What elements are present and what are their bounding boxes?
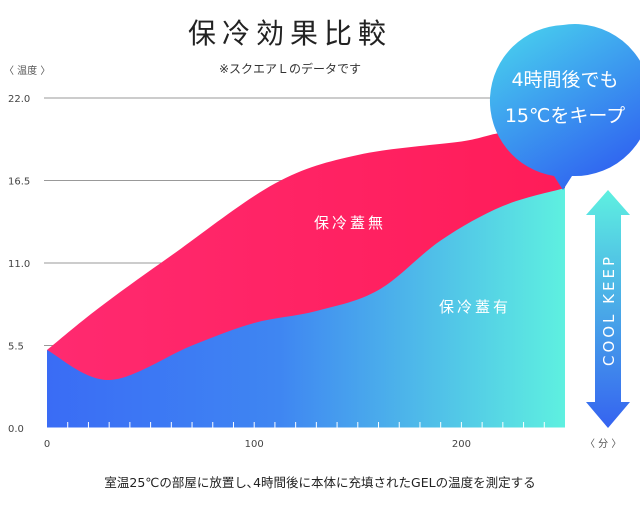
x-tick-label: 100: [245, 439, 264, 450]
y-axis-label: 〈 温度 〉: [4, 66, 51, 77]
chart-title: 保冷効果比較: [187, 17, 392, 50]
arrow-label: COOL KEEP: [600, 254, 618, 366]
y-tick-label: 11.0: [8, 259, 30, 270]
series-area-1: [47, 188, 565, 428]
y-tick-label: 22.0: [8, 94, 30, 105]
x-axis-label: 〈 分 〉: [585, 438, 621, 450]
y-tick-label: 5.5: [8, 342, 24, 353]
series-label: 保冷蓋有: [439, 298, 511, 316]
x-tick-label: 0: [44, 439, 50, 450]
callout-line2: 15℃をキープ: [505, 105, 625, 127]
y-tick-label: 16.5: [8, 177, 30, 188]
cool-keep-arrow: COOL KEEP: [586, 190, 630, 428]
series-label: 保冷蓋無: [314, 214, 386, 232]
callout-bubble: 4時間後でも 15℃をキープ: [489, 24, 640, 190]
chart-subtitle: ※スクエアＬのデータです: [218, 62, 362, 76]
x-tick-label: 200: [452, 439, 471, 450]
footnote: 室温25℃の部屋に放置し､4時間後に本体に充填されたGELの温度を測定する: [104, 475, 536, 490]
callout-line1: 4時間後でも: [511, 69, 618, 91]
y-tick-label: 0.0: [8, 424, 24, 435]
